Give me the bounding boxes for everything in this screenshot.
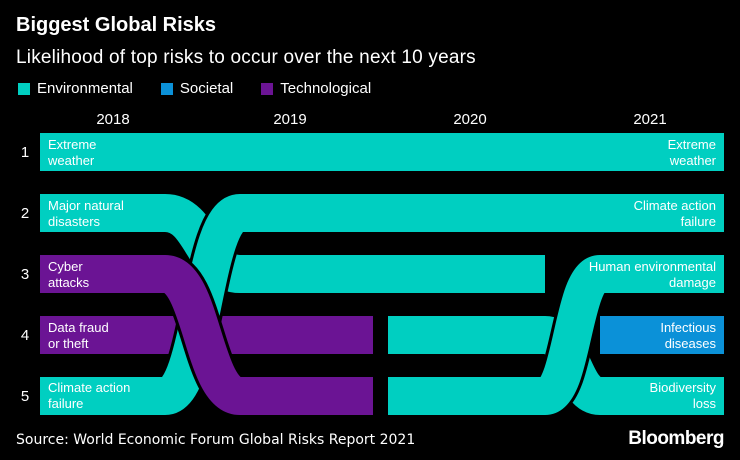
flow-cyber-attacks (40, 252, 373, 418)
rank-label: 1 (20, 144, 30, 161)
year-label-2019: 2019 (273, 111, 307, 128)
source-note: Source: World Economic Forum Global Risk… (16, 432, 416, 448)
right-label: Climate action failure (633, 198, 716, 229)
left-label: Data fraud or theft (48, 320, 109, 351)
rank-label: 5 (20, 388, 30, 405)
rank-label: 2 (20, 205, 30, 222)
year-label-2020: 2020 (453, 111, 487, 128)
legend-item-societal: Societal (160, 80, 234, 97)
legend: Environmental Societal Technological (18, 80, 371, 97)
legend-item-environmental: Environmental (18, 80, 133, 97)
right-label: Biodiversity loss (649, 380, 716, 411)
rank-label: 3 (20, 266, 30, 283)
right-label: Human environmental damage (588, 259, 716, 290)
flow-outline (40, 191, 724, 418)
left-label: Climate action failure (48, 380, 131, 411)
flow-band (40, 255, 373, 415)
legend-swatch (261, 82, 274, 95)
flow-band (388, 255, 724, 415)
legend-label: Environmental (37, 80, 133, 97)
right-label: Extreme weather (667, 137, 716, 168)
bloomberg-logo: Bloomberg (628, 428, 724, 449)
left-label: Extreme weather (48, 137, 97, 168)
left-label: Cyber attacks (48, 259, 90, 290)
year-label-2018: 2018 (96, 111, 130, 128)
year-label-2021: 2021 (633, 111, 667, 128)
legend-item-technological: Technological (261, 80, 371, 97)
legend-label: Technological (280, 80, 372, 97)
chart-subtitle: Likelihood of top risks to occur over th… (16, 47, 476, 68)
right-label: Infectious diseases (660, 320, 716, 351)
flow-human-environmental-damage (388, 252, 724, 418)
left-label: Major natural disasters (48, 198, 124, 229)
legend-swatch (160, 82, 173, 95)
chart-title: Biggest Global Risks (16, 14, 217, 36)
flow-climate-action-failure (40, 191, 724, 418)
legend-swatch (18, 82, 30, 95)
flow-band (40, 194, 724, 415)
rank-label: 4 (20, 327, 30, 344)
legend-label: Societal (179, 80, 234, 97)
